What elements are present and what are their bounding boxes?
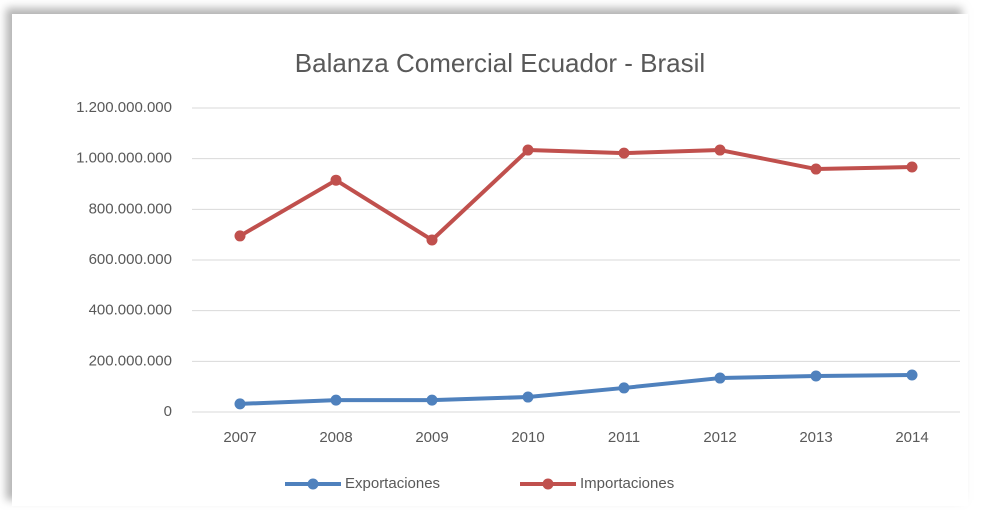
data-point [234, 398, 246, 410]
x-tick-label: 2013 [799, 429, 832, 446]
legend-marker [307, 478, 319, 490]
data-point [618, 147, 630, 159]
data-point [330, 394, 342, 406]
legend-marker [542, 478, 554, 490]
chart-title: Balanza Comercial Ecuador - Brasil [295, 48, 705, 78]
data-point [810, 163, 822, 175]
x-tick-label: 2010 [511, 429, 544, 446]
x-tick-label: 2014 [895, 429, 928, 446]
legend-label: Exportaciones [345, 475, 440, 492]
x-tick-label: 2007 [223, 429, 256, 446]
data-point [330, 174, 342, 186]
legend-label: Importaciones [580, 475, 674, 492]
x-tick-label: 2009 [415, 429, 448, 446]
x-tick-label: 2008 [319, 429, 352, 446]
series-line [239, 373, 913, 406]
data-point [522, 144, 534, 156]
y-tick-label: 200.000.000 [89, 352, 172, 369]
data-point [714, 372, 726, 384]
y-tick-label: 400.000.000 [89, 302, 172, 319]
data-point [522, 391, 534, 403]
data-point [618, 382, 630, 394]
y-tick-label: 600.000.000 [89, 251, 172, 268]
data-point [426, 394, 438, 406]
x-tick-label: 2011 [608, 429, 640, 446]
y-tick-label: 800.000.000 [89, 200, 172, 217]
data-point [426, 234, 438, 246]
data-point [714, 144, 726, 156]
data-point [906, 369, 918, 381]
y-tick-label: 1.000.000.000 [76, 150, 172, 167]
data-point [810, 370, 822, 382]
series-line [238, 148, 913, 242]
data-point [906, 161, 918, 173]
y-tick-label: 0 [164, 403, 172, 420]
x-tick-label: 2012 [703, 429, 736, 446]
y-tick-label: 1.200.000.000 [76, 99, 172, 116]
data-point [234, 230, 246, 242]
